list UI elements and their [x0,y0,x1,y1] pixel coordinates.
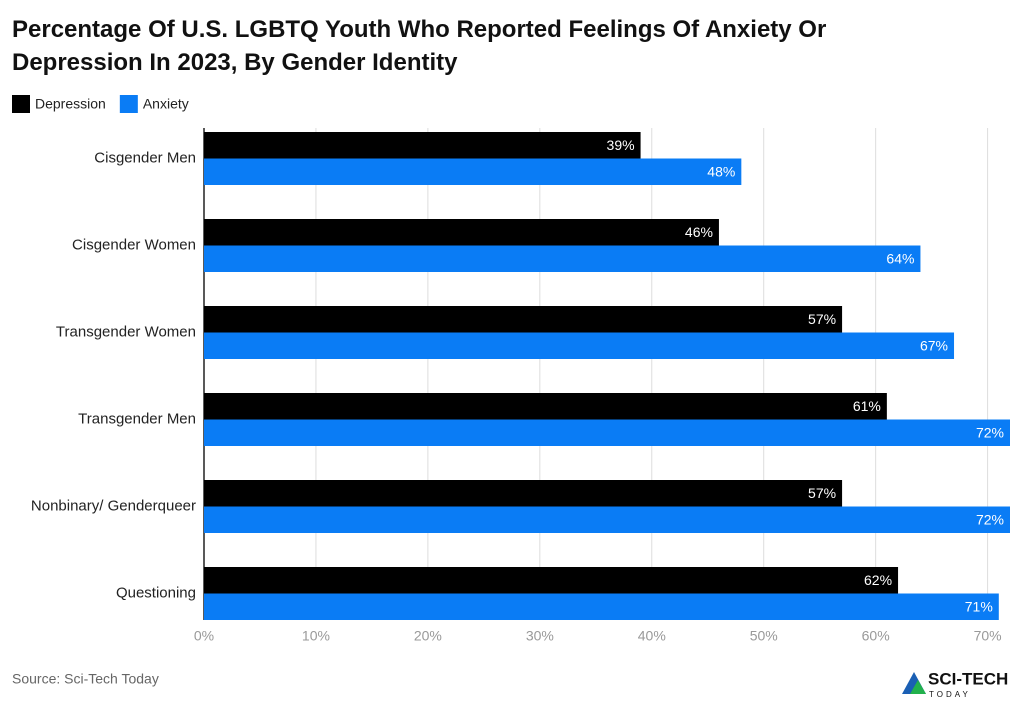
logo-sub: TODAY [929,690,971,699]
x-tick-label: 0% [194,628,214,644]
y-tick-label: Questioning [116,584,196,601]
y-tick-label: Nonbinary/ Genderqueer [31,497,196,514]
x-tick-label: 60% [862,628,890,644]
data-label: 67% [920,337,948,353]
y-tick-label: Cisgender Men [94,149,196,166]
data-label: 72% [976,511,1004,527]
y-tick-label: Transgender Women [56,323,196,340]
data-label: 39% [607,137,635,153]
legend-swatch [12,95,30,113]
bar [204,158,742,185]
legend-label: Depression [35,96,106,112]
data-label: 57% [808,311,836,327]
x-tick-label: 70% [974,628,1002,644]
data-label: 64% [886,250,914,266]
data-label: 46% [685,224,713,240]
bar [204,132,641,159]
y-tick-label: Transgender Men [78,410,196,427]
data-label: 61% [853,398,881,414]
data-label: 57% [808,485,836,501]
title-line: Depression In 2023, By Gender Identity [12,49,458,76]
data-label: 62% [864,572,892,588]
legend-label: Anxiety [143,96,189,112]
bar [204,567,899,594]
bar [204,332,955,359]
x-tick-label: 30% [526,628,554,644]
bar [204,480,843,507]
bar [204,245,921,272]
bar [204,393,887,420]
x-tick-label: 50% [750,628,778,644]
bar [204,593,999,620]
logo: SCI-TECH TODAY [902,669,1008,699]
x-tick-label: 20% [414,628,442,644]
logo-icon [910,680,926,694]
y-tick-label: Cisgender Women [72,236,196,253]
logo-text: SCI-TECH [928,669,1008,688]
chart-title: Percentage Of U.S. LGBTQ Youth Who Repor… [12,16,833,76]
x-tick-label: 10% [302,628,330,644]
data-label: 71% [965,598,993,614]
legend-swatch [119,95,138,113]
data-label: 48% [707,163,735,179]
bar [204,419,1010,446]
source: Source: Sci-Tech Today [12,671,159,687]
title-line: Percentage Of U.S. LGBTQ Youth Who Repor… [12,16,826,43]
data-label: 72% [976,424,1004,440]
bar [204,306,843,333]
x-tick-label: 40% [638,628,666,644]
bar [204,506,1010,533]
bar [204,219,719,246]
